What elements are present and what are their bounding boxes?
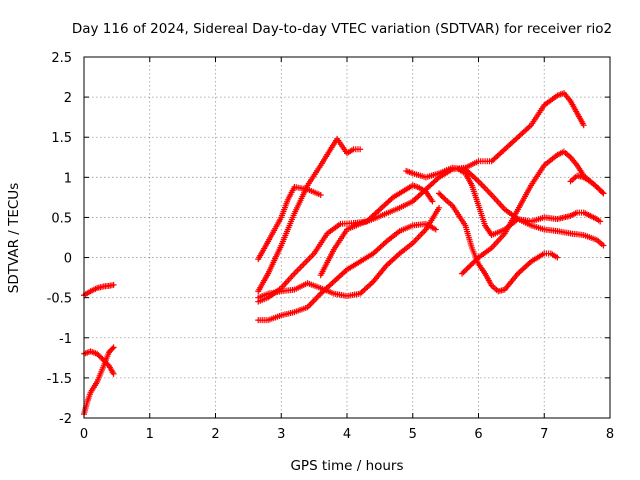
- series-12: [436, 190, 561, 295]
- x-tick-label: 4: [343, 427, 351, 442]
- series-11: [455, 166, 604, 239]
- data-point: [464, 265, 471, 272]
- x-tick-label: 1: [146, 427, 154, 442]
- data-point: [110, 281, 117, 288]
- x-axis-label: GPS time / hours: [290, 458, 403, 474]
- data-point: [436, 204, 443, 211]
- data-point: [459, 270, 466, 277]
- data-point: [554, 254, 561, 261]
- data-point: [460, 269, 467, 276]
- x-tick-label: 2: [211, 427, 219, 442]
- x-tick-label: 3: [277, 427, 285, 442]
- series-8: [255, 220, 439, 324]
- y-tick-label: 0.5: [51, 211, 72, 226]
- y-axis-label: SDTVAR / TECUs: [6, 183, 22, 293]
- data-point: [597, 218, 604, 225]
- y-tick-label: 2.5: [51, 51, 72, 66]
- data-point: [466, 263, 473, 270]
- data-point: [599, 189, 606, 196]
- data-point: [580, 122, 587, 129]
- x-tick-label: 0: [80, 427, 88, 442]
- series-6: [255, 204, 443, 301]
- data-point: [463, 266, 470, 273]
- data-point: [600, 242, 607, 249]
- x-tick-label: 7: [540, 427, 548, 442]
- y-tick-label: 1.5: [51, 131, 72, 146]
- y-tick-label: -0.5: [47, 292, 72, 307]
- data-point: [99, 355, 106, 362]
- y-tick-label: -1.5: [47, 372, 72, 387]
- grid: [84, 57, 610, 418]
- y-tick-label: 2: [64, 91, 72, 106]
- series-3: [81, 348, 117, 377]
- plot-frame: [83, 56, 611, 419]
- y-tick-label: 0: [64, 252, 72, 267]
- series-1: [81, 281, 117, 299]
- series-4: [255, 183, 324, 263]
- data-point: [317, 191, 324, 198]
- data-point: [357, 146, 364, 153]
- chart-title: Day 116 of 2024, Sidereal Day-to-day VTE…: [72, 21, 612, 37]
- data-point: [432, 226, 439, 233]
- data-point: [110, 344, 117, 351]
- data-point: [429, 198, 436, 205]
- series-14: [567, 172, 607, 197]
- data-marks: [81, 90, 607, 417]
- y-tick-label: -2: [59, 412, 72, 427]
- series-7: [255, 182, 436, 305]
- y-tick-label: 1: [64, 171, 72, 186]
- y-tick-label: -1: [59, 332, 72, 347]
- data-point: [109, 345, 116, 352]
- data-point: [110, 370, 117, 377]
- series-9: [317, 90, 587, 279]
- series-5: [255, 135, 364, 295]
- tick-labels: 0 1 2 3 4 5 6 7 8 -2 -1.5 -1 -0.5 0 0.5 1 1.5 2 2.5: [47, 51, 615, 442]
- series-10: [403, 164, 607, 249]
- x-tick-label: 8: [606, 427, 614, 442]
- x-tick-label: 5: [409, 427, 417, 442]
- data-point: [600, 190, 607, 197]
- data-point: [441, 195, 448, 202]
- data-point: [461, 267, 468, 274]
- x-tick-label: 6: [474, 427, 482, 442]
